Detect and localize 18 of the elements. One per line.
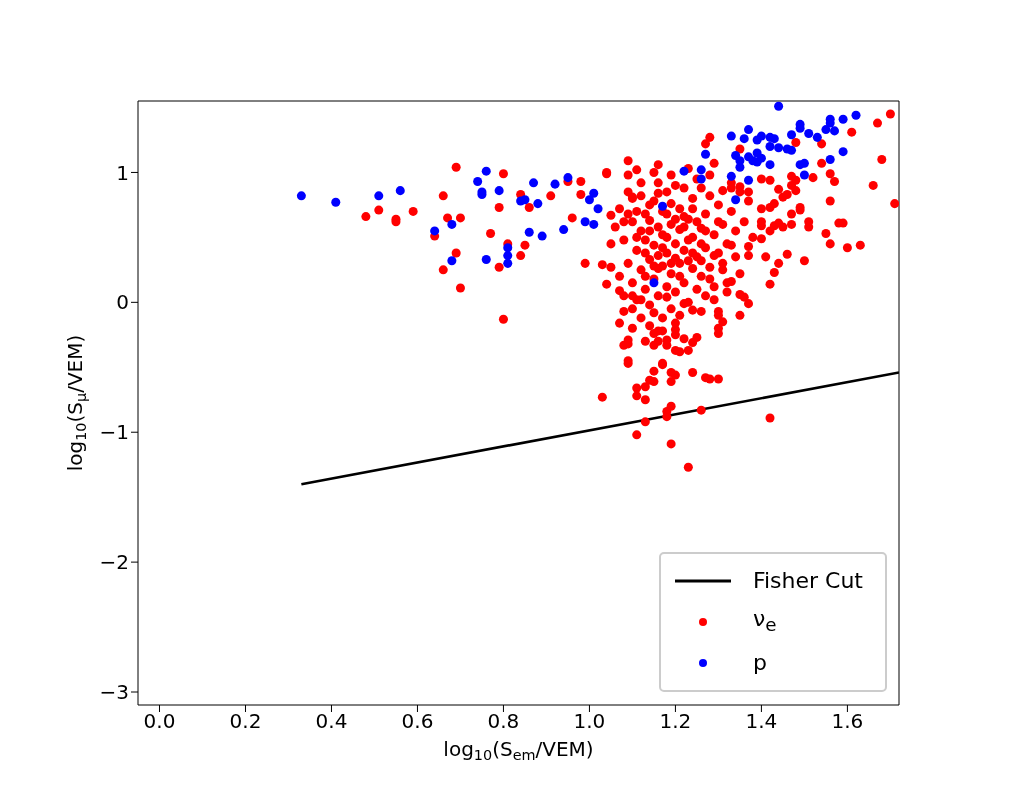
x-tick-label: 0.2 [229, 709, 262, 734]
x-tick-label: 0.4 [315, 709, 348, 734]
legend-label: ν$_{e}$ [752, 604, 777, 637]
x-tick-label: 0.0 [143, 709, 176, 734]
y-tick-label: 1 [116, 160, 129, 185]
y-tick-label: −1 [99, 420, 129, 445]
x-tick-label: 1.2 [659, 709, 692, 734]
x-tick-label: 0.6 [401, 709, 434, 734]
y-tick-label: −2 [99, 550, 129, 575]
y-tick-label: −3 [99, 680, 129, 705]
legend-label: p [752, 649, 767, 677]
x-tick-label: 1.6 [831, 709, 864, 734]
x-tick-label: 1.4 [745, 709, 778, 734]
x-tick-label: 1.0 [573, 709, 606, 734]
legend-label: Fisher Cut [752, 566, 863, 595]
x-tick-label: 0.8 [487, 709, 520, 734]
x-axis-title: log$_{10}$(S$_{em}$/VEM) [443, 737, 594, 764]
y-tick-label: 0 [116, 290, 129, 315]
